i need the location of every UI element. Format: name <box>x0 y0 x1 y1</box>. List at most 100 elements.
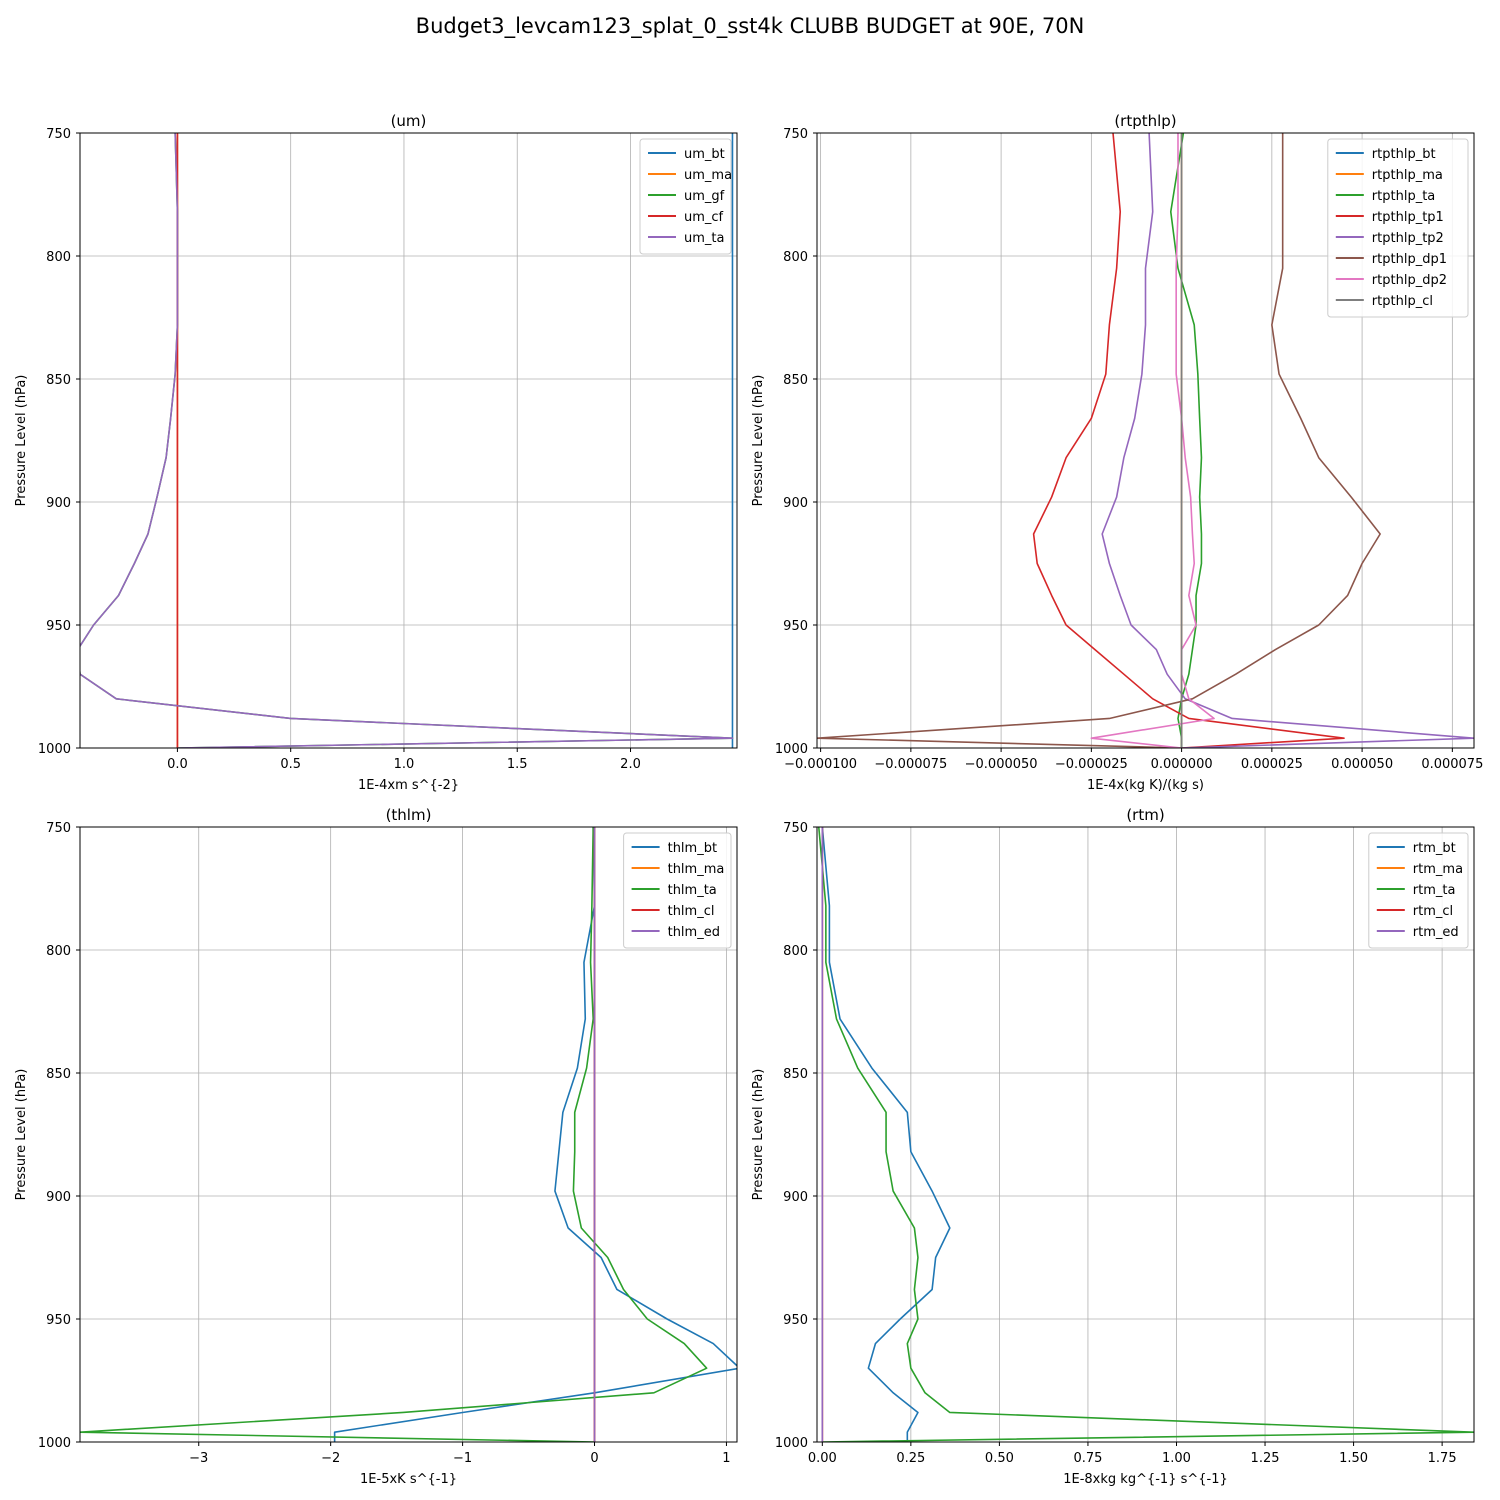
legend-label-um_gf: um_gf <box>684 189 725 204</box>
y-tick-label: 900 <box>783 1190 808 1205</box>
y-tick-label: 850 <box>783 1067 808 1082</box>
y-tick-label: 850 <box>783 373 808 388</box>
x-tick-label: 0.00 <box>808 1451 837 1466</box>
legend-box <box>1327 138 1469 318</box>
x-tick-label: 1.25 <box>1251 1451 1280 1466</box>
legend-box <box>639 138 732 255</box>
y-tick-label: 800 <box>46 250 71 265</box>
series-line-rtpthlp_dp2 <box>1090 133 1215 748</box>
series-line-rtpthlp_dp1 <box>817 133 1381 748</box>
figure-title: Budget3_levcam123_splat_0_sst4k CLUBB BU… <box>415 14 1085 38</box>
series-line-rtm_ta <box>817 827 1474 1442</box>
y-tick-label: 1000 <box>38 742 71 757</box>
legend-label-thlm_ed: thlm_ed <box>668 925 720 940</box>
y-tick-label: 750 <box>783 127 808 142</box>
x-tick-label: 1 <box>722 1451 730 1466</box>
x-axis-label: 1E-4xm s^{-2} <box>358 778 459 793</box>
legend-label-rtm_ma: rtm_ma <box>1413 862 1463 877</box>
chart-panel-3: −3 −2 −1 0 1 750 800 850 900 950 1000 (thlm) 1E-5xK … <box>14 806 738 1487</box>
x-axis-label: 1E-5xK s^{-1} <box>360 1472 457 1487</box>
legend-label-rtpthlp_ta: rtpthlp_ta <box>1372 189 1435 204</box>
x-tick-label: −3 <box>189 1451 208 1466</box>
y-axis-label: Pressure Level (hPa) <box>751 1069 766 1201</box>
plot-frame <box>79 132 738 749</box>
legend-label-rtpthlp_tp1: rtpthlp_tp1 <box>1372 210 1444 225</box>
x-tick-label: 0.25 <box>896 1451 925 1466</box>
series-line-thlm_ta <box>80 827 708 1442</box>
y-tick-label: 850 <box>46 1067 71 1082</box>
chart-title: (rtm) <box>1126 806 1164 824</box>
x-tick-label: 0 <box>590 1451 598 1466</box>
legend-label-rtpthlp_dp1: rtpthlp_dp1 <box>1372 252 1447 267</box>
legend-label-rtm_cl: rtm_cl <box>1413 904 1453 919</box>
x-tick-label: −0.000050 <box>965 757 1038 772</box>
series-group <box>80 133 734 748</box>
legend-label-thlm_ta: thlm_ta <box>668 883 717 898</box>
legend-label-rtpthlp_tp2: rtpthlp_tp2 <box>1372 231 1444 246</box>
series-group <box>817 133 1474 748</box>
series-line-um_gf <box>80 133 734 748</box>
x-tick-label: 1.0 <box>394 757 415 772</box>
legend: rtpthlp_bt rtpthlp_ma rtpthlp_ta rtpthlp_tp… <box>1327 138 1469 318</box>
chart-panel-2: −0.000100 −0.000075 −0.000050 −0.000025 0.00… <box>751 112 1483 793</box>
legend-label-thlm_ma: thlm_ma <box>668 862 725 877</box>
y-axis-label: Pressure Level (hPa) <box>751 375 766 507</box>
y-axis-label: Pressure Level (hPa) <box>14 1069 29 1201</box>
y-tick-label: 750 <box>46 821 71 836</box>
legend-label-thlm_cl: thlm_cl <box>668 904 715 919</box>
x-tick-label: 1.75 <box>1428 1451 1457 1466</box>
x-tick-label: −2 <box>321 1451 340 1466</box>
chart-title: (um) <box>391 112 427 130</box>
chart-panel-4: 0.00 0.25 0.50 0.75 1.00 1.25 1.50 1.75 750 800 85… <box>751 806 1475 1487</box>
y-tick-label: 900 <box>46 496 71 511</box>
series-line-thlm_bt <box>333 827 737 1442</box>
x-tick-label: −0.000075 <box>874 757 947 772</box>
legend-label-rtpthlp_bt: rtpthlp_bt <box>1372 147 1436 162</box>
y-tick-label: 850 <box>46 373 71 388</box>
legend-label-rtpthlp_dp2: rtpthlp_dp2 <box>1372 273 1447 288</box>
series-line-rtpthlp_tp1 <box>1032 133 1345 748</box>
legend-label-rtm_ta: rtm_ta <box>1413 883 1456 898</box>
legend-label-um_ta: um_ta <box>684 231 724 246</box>
legend-label-thlm_bt: thlm_bt <box>668 841 717 856</box>
y-axis-label: Pressure Level (hPa) <box>14 375 29 507</box>
y-tick-label: 750 <box>783 821 808 836</box>
y-tick-label: 800 <box>783 250 808 265</box>
x-tick-label: 0.50 <box>985 1451 1014 1466</box>
x-tick-label: 0.000075 <box>1421 757 1483 772</box>
x-tick-label: 1.00 <box>1162 1451 1191 1466</box>
y-tick-label: 900 <box>46 1190 71 1205</box>
plot-frame <box>816 132 1475 749</box>
legend-label-um_ma: um_ma <box>684 168 732 183</box>
legend-box <box>1368 832 1469 949</box>
x-tick-label: 0.5 <box>280 757 301 772</box>
y-tick-label: 950 <box>783 1313 808 1328</box>
y-tick-label: 800 <box>783 944 808 959</box>
legend-label-um_bt: um_bt <box>684 147 725 162</box>
x-tick-label: −1 <box>453 1451 472 1466</box>
series-line-rtm_bt <box>821 827 951 1442</box>
x-tick-label: 1.50 <box>1339 1451 1368 1466</box>
y-tick-label: 750 <box>46 127 71 142</box>
x-tick-label: 0.75 <box>1073 1451 1102 1466</box>
x-axis-label: 1E-8xkg kg^{-1} s^{-1} <box>1063 1472 1228 1487</box>
x-tick-label: 0.000000 <box>1151 757 1213 772</box>
y-tick-label: 800 <box>46 944 71 959</box>
plot-frame <box>816 826 1475 1443</box>
x-tick-label: 0.0 <box>167 757 188 772</box>
x-tick-label: 0.000050 <box>1331 757 1393 772</box>
y-tick-label: 900 <box>783 496 808 511</box>
legend-box <box>623 832 732 949</box>
x-tick-label: −0.000025 <box>1055 757 1128 772</box>
x-axis-label: 1E-4x(kg K)/(kg s) <box>1087 778 1204 793</box>
legend-label-rtpthlp_cl: rtpthlp_cl <box>1372 294 1433 309</box>
series-group <box>817 827 1474 1442</box>
x-tick-label: −0.000100 <box>784 757 857 772</box>
x-tick-label: 2.0 <box>620 757 641 772</box>
series-group <box>80 827 737 1442</box>
legend: thlm_bt thlm_ma thlm_ta thlm_cl thlm_ed <box>623 832 732 949</box>
plot-frame <box>79 826 738 1443</box>
legend-label-rtm_ed: rtm_ed <box>1413 925 1459 940</box>
series-line-um_ta <box>80 133 734 748</box>
